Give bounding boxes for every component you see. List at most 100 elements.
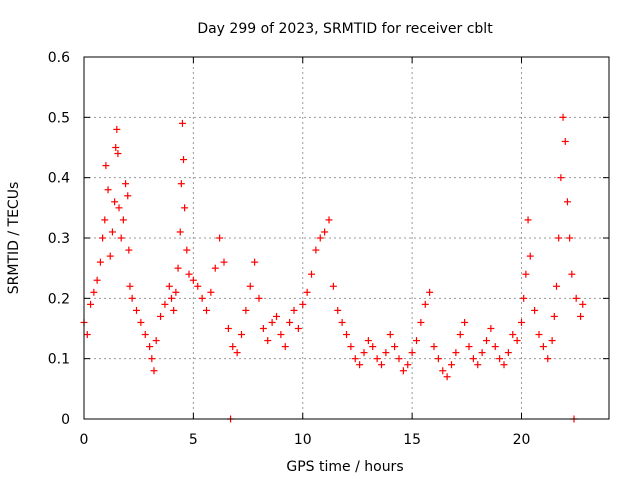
y-tick-label: 0.4 [48,171,70,187]
data-point [356,361,364,369]
data-point [334,306,342,314]
data-point [177,180,185,188]
data-point [325,216,333,224]
data-point [194,282,202,290]
data-point [124,192,132,200]
data-point [555,234,563,242]
data-point [509,331,517,339]
data-point [531,306,539,314]
data-point [148,355,156,363]
data-point [115,204,123,212]
data-point [146,343,154,351]
data-point [312,246,320,254]
data-point [443,373,451,381]
data-point [125,246,133,254]
data-point [93,276,101,284]
data-point [286,318,294,326]
data-point [526,252,534,260]
data-point [112,144,120,151]
data-point [347,343,355,351]
data-point [491,343,499,351]
data-point [101,216,109,224]
data-point [104,186,112,194]
chart-title: Day 299 of 2023, SRMTID for receiver cbl… [197,21,493,37]
data-point [474,361,482,369]
data-point [439,367,447,375]
data-point [408,349,416,357]
data-point [170,306,178,314]
y-tick-label: 0.1 [48,352,70,368]
data-point [294,325,302,332]
data-point [329,282,337,290]
y-tick-label: 0.3 [48,231,70,247]
data-point [483,337,490,345]
data-point [233,349,241,357]
data-point [133,306,140,314]
y-tick-label: 0.2 [48,291,70,307]
data-point [448,361,455,369]
data-point [382,349,390,357]
data-point [577,312,585,320]
x-axis-label: GPS time / hours [286,459,403,475]
data-point [152,337,160,345]
data-point [268,318,276,326]
data-point [259,325,267,332]
data-point [220,258,228,266]
data-point [181,204,189,212]
data-point [496,355,504,363]
data-point [277,331,285,339]
data-point [500,361,508,369]
data-point [452,349,460,357]
data-point [430,343,438,351]
data-point [550,312,558,320]
data-point [141,331,149,339]
data-point [308,270,315,278]
data-point [246,282,254,290]
data-point [178,119,186,127]
data-point [216,234,224,242]
data-point [572,294,580,302]
data-point [299,300,307,308]
data-point [189,276,197,284]
axis-ticks: 0 0.1 0.2 0.3 0.4 0.5 0.6 0 5 10 15 20 [48,50,609,448]
data-point [343,331,350,339]
data-point [96,258,104,266]
data-point [566,234,574,242]
data-point [386,331,394,339]
data-point [87,300,95,308]
data-point [395,355,403,363]
data-point [369,343,377,351]
data-point [360,349,368,357]
data-point [579,300,587,308]
data-point [128,294,136,302]
data-point [122,180,130,188]
data-point [150,367,158,375]
data-point [563,198,571,206]
data-point [561,137,569,145]
data-point [176,228,184,236]
data-point [399,367,407,375]
data-point [281,343,289,351]
data-point [106,252,114,260]
data-point [378,361,385,369]
data-point [524,216,532,224]
data-point [351,355,359,363]
data-point [198,294,206,302]
x-tick-label: 5 [189,432,198,448]
data-point [117,234,125,242]
data-point [364,337,372,345]
data-point [461,318,469,326]
data-point [559,113,567,121]
data-point [108,228,116,236]
data-point [426,288,434,296]
data-point [113,125,121,133]
data-point [434,355,442,363]
data-point [207,288,215,296]
data-point [99,234,107,242]
data-point [465,343,473,351]
data-point [224,325,232,332]
data-point [111,198,119,206]
data-point [165,282,173,290]
data-point [469,355,477,363]
data-point [553,282,560,290]
